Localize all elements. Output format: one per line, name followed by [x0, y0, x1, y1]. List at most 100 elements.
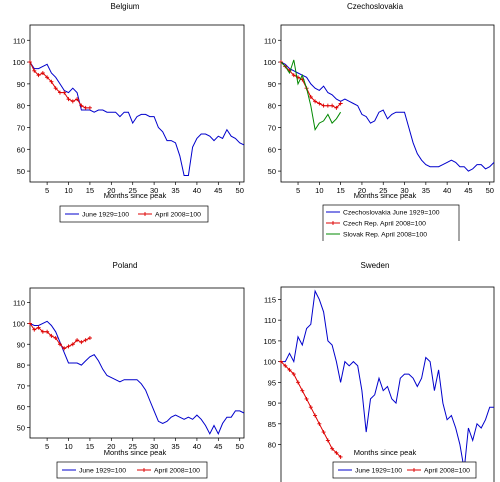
- data-point: [321, 430, 326, 435]
- data-point: [283, 363, 288, 368]
- data-point: [66, 344, 71, 349]
- legend-label: Czech Rep. April 2008=100: [343, 221, 426, 228]
- data-point: [66, 97, 71, 102]
- y-tick-label: 110: [13, 299, 25, 308]
- series-line-2: [280, 361, 341, 458]
- x-tick-label: 20: [107, 186, 115, 195]
- legend-marker: [412, 468, 416, 472]
- y-tick-label: 110: [264, 36, 276, 45]
- y-tick-label: 115: [264, 295, 276, 304]
- x-axis-label: Months since peak: [354, 191, 417, 200]
- data-point: [291, 73, 296, 78]
- data-point: [53, 336, 58, 340]
- legend-label: April 2008=100: [424, 468, 470, 475]
- y-tick-label: 100: [12, 58, 25, 67]
- legend-label: Slovak Rep. April 2008=100: [343, 232, 427, 239]
- data-point: [75, 338, 80, 343]
- data-point: [279, 359, 283, 364]
- x-tick-label: 50: [486, 186, 494, 195]
- y-tick-label: 110: [264, 316, 276, 325]
- legend-box: [59, 205, 209, 223]
- y-tick-label: 50: [17, 167, 25, 176]
- data-point: [70, 99, 75, 104]
- legend-box: [332, 461, 477, 479]
- legend-marker: [331, 221, 335, 225]
- data-point: [57, 342, 62, 347]
- series-line-1: [29, 320, 245, 435]
- chart-panel-3: Poland 50 60 70 80 90 100 110 5 10 15 20 25 30 35 40 45 5…: [12, 261, 245, 479]
- data-point: [49, 79, 54, 84]
- y-tick-label: 80: [268, 441, 276, 450]
- data-point: [87, 336, 92, 340]
- data-point: [28, 321, 32, 326]
- data-point: [334, 105, 339, 110]
- legend-label: June 1929=100: [355, 468, 402, 475]
- y-tick-label: 80: [17, 102, 25, 111]
- data-point: [70, 342, 75, 347]
- data-point: [40, 329, 45, 334]
- x-tick-label: 15: [86, 442, 94, 451]
- chart-title: Poland: [113, 261, 138, 270]
- x-tick-label: 30: [150, 186, 158, 195]
- y-tick-label: 90: [17, 80, 25, 89]
- y-tick-label: 70: [268, 123, 276, 132]
- data-point: [79, 340, 84, 345]
- data-point: [300, 388, 305, 393]
- x-tick-label: 5: [45, 442, 49, 451]
- y-tick-label: 85: [268, 420, 276, 429]
- x-tick-label: 25: [129, 186, 137, 195]
- x-tick-label: 10: [64, 442, 72, 451]
- data-point: [325, 103, 330, 108]
- y-tick-label: 60: [268, 145, 276, 154]
- legend-marker: [142, 468, 146, 472]
- x-axis-label: Months since peak: [354, 448, 417, 457]
- x-tick-label: 20: [107, 442, 115, 451]
- x-tick-label: 10: [315, 186, 323, 195]
- x-tick-label: 30: [400, 186, 408, 195]
- y-tick-label: 50: [268, 167, 276, 176]
- x-tick-label: 35: [171, 442, 179, 451]
- x-tick-label: 20: [358, 186, 366, 195]
- x-tick-label: 40: [193, 442, 201, 451]
- x-tick-label: 45: [214, 186, 222, 195]
- data-point: [45, 329, 50, 334]
- y-tick-label: 95: [268, 378, 276, 387]
- data-point: [32, 327, 37, 332]
- data-point: [45, 75, 50, 80]
- x-tick-label: 50: [236, 186, 244, 195]
- data-point: [87, 105, 92, 110]
- data-point: [49, 333, 54, 338]
- data-point: [75, 97, 80, 102]
- data-point: [334, 450, 339, 455]
- series-line-1: [29, 61, 245, 176]
- data-point: [83, 338, 88, 343]
- data-point: [279, 60, 283, 65]
- x-tick-label: 10: [64, 186, 72, 195]
- data-point: [287, 367, 292, 372]
- plot-frame: [29, 24, 245, 183]
- x-tick-label: 25: [129, 442, 137, 451]
- data-point: [291, 372, 296, 377]
- x-tick-label: 30: [150, 442, 158, 451]
- y-tick-label: 100: [263, 58, 276, 67]
- y-tick-label: 90: [268, 399, 276, 408]
- legend-label: June 1929=100: [79, 468, 126, 475]
- x-axis-label: Months since peak: [104, 448, 167, 457]
- y-tick-label: 100: [263, 358, 276, 367]
- data-point: [57, 90, 62, 95]
- legend-box: [56, 461, 208, 479]
- data-point: [308, 405, 313, 410]
- data-point: [40, 70, 45, 75]
- data-point: [79, 103, 84, 108]
- y-tick-label: 60: [17, 145, 25, 154]
- y-tick-label: 70: [17, 123, 25, 132]
- series-line-3: [280, 59, 342, 132]
- x-tick-label: 45: [214, 442, 222, 451]
- data-point: [36, 73, 41, 78]
- y-tick-label: 70: [17, 382, 25, 391]
- y-tick-label: 90: [268, 80, 276, 89]
- plot-frame: [280, 286, 495, 482]
- legend-label: April 2008=100: [155, 212, 201, 219]
- x-tick-label: 5: [45, 186, 49, 195]
- y-tick-label: 80: [268, 102, 276, 111]
